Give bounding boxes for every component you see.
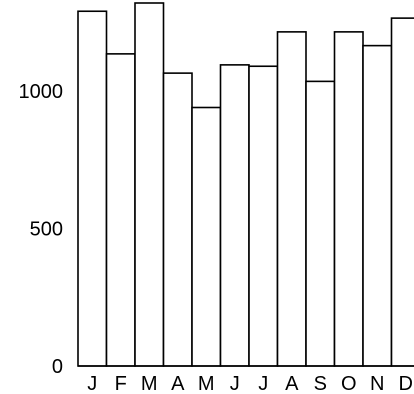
bar-10 [333, 31, 364, 367]
x-tick-label: F [115, 373, 127, 394]
x-tick-label: A [171, 373, 185, 394]
bar-8 [276, 31, 307, 367]
x-tick-label: M [198, 373, 215, 394]
bar-3 [134, 2, 165, 367]
bar-2 [105, 53, 136, 367]
x-tick-label: J [87, 373, 97, 394]
bar-6 [219, 64, 250, 367]
bar-4 [162, 72, 193, 367]
bar-11 [362, 44, 393, 367]
bar-7 [248, 65, 279, 367]
x-tick-label: M [141, 373, 158, 394]
y-tick-label: 0 [52, 356, 63, 378]
bar-1 [77, 10, 108, 367]
x-tick-label: S [314, 373, 327, 394]
bar-12 [390, 17, 414, 367]
x-tick-label: J [258, 373, 268, 394]
x-tick-label: D [399, 373, 413, 394]
bar-9 [305, 80, 336, 367]
bar-5 [191, 106, 222, 367]
bar-series [77, 2, 414, 367]
x-tick-label: N [370, 373, 384, 394]
x-tick-label: O [341, 373, 357, 394]
x-tick-label: A [285, 373, 299, 394]
y-axis-tick-labels: 0 500 1000 [19, 81, 64, 378]
y-tick-label: 1000 [19, 81, 64, 103]
y-tick-label: 500 [30, 219, 63, 241]
x-tick-label: J [230, 373, 240, 394]
